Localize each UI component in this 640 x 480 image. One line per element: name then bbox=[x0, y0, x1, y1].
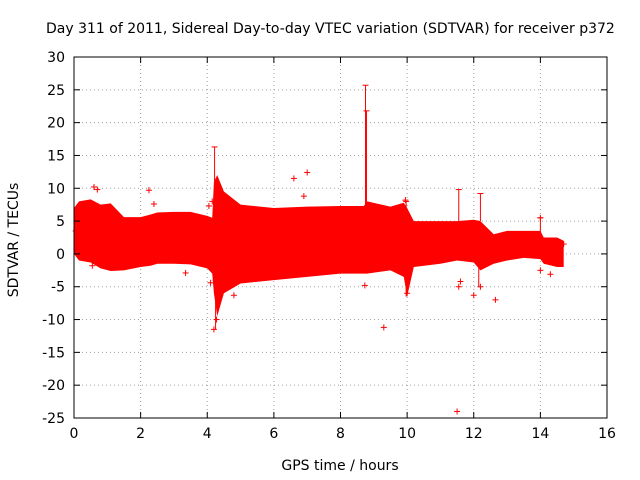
data-point bbox=[75, 224, 82, 231]
data-point bbox=[477, 283, 484, 290]
data-point bbox=[145, 187, 152, 194]
data-point bbox=[547, 271, 554, 278]
data-point bbox=[402, 197, 409, 204]
data-point bbox=[454, 408, 461, 415]
data-point bbox=[361, 282, 368, 289]
x-tick-label: 10 bbox=[398, 426, 416, 442]
y-tick-label: 5 bbox=[56, 214, 65, 230]
data-point bbox=[207, 279, 214, 286]
y-tick-label: 20 bbox=[47, 116, 65, 132]
data-point bbox=[90, 183, 97, 190]
y-tick-label: -15 bbox=[42, 345, 65, 361]
data-point bbox=[492, 296, 499, 303]
x-tick-label: 8 bbox=[336, 426, 345, 442]
x-tick-label: 2 bbox=[136, 426, 145, 442]
data-point bbox=[94, 186, 101, 193]
data-point bbox=[182, 269, 189, 276]
y-tick-label: -20 bbox=[42, 378, 65, 394]
y-tick-label: -25 bbox=[42, 411, 65, 427]
y-tick-label: 30 bbox=[47, 50, 65, 66]
x-axis-label: GPS time / hours bbox=[281, 458, 398, 474]
axes: 0 2 4 6 8 10 12 14 16 -25 -20 -15 -10 -5 0 5 10 15 20 25 30 bbox=[42, 50, 616, 442]
x-tick-label: 4 bbox=[203, 426, 212, 442]
data-point bbox=[210, 326, 217, 333]
y-tick-label: 10 bbox=[47, 181, 65, 197]
data-point bbox=[74, 237, 81, 244]
chart-title: Day 311 of 2011, Sidereal Day-to-day VTE… bbox=[46, 21, 615, 37]
data-point bbox=[230, 292, 237, 299]
y-tick-label: -10 bbox=[42, 313, 65, 329]
data-point bbox=[455, 283, 462, 290]
data-point bbox=[470, 292, 477, 299]
data-point bbox=[560, 241, 567, 248]
data-point bbox=[475, 257, 482, 264]
data-point bbox=[150, 201, 157, 208]
y-tick-label: 15 bbox=[47, 148, 65, 164]
data-point bbox=[205, 202, 212, 209]
y-axis-label: SDTVAR / TECUs bbox=[6, 183, 22, 298]
data-point bbox=[365, 201, 372, 208]
data-point bbox=[290, 175, 297, 182]
data-point bbox=[300, 193, 307, 200]
y-tick-label: 0 bbox=[56, 247, 65, 263]
x-tick-label: 16 bbox=[598, 426, 616, 442]
data-point bbox=[537, 214, 544, 221]
data-band bbox=[74, 175, 564, 317]
data-point bbox=[89, 262, 96, 269]
y-tick-label: -5 bbox=[51, 280, 65, 296]
data-point bbox=[404, 290, 411, 297]
data-point bbox=[457, 278, 464, 285]
data-point bbox=[304, 169, 311, 176]
data-layer bbox=[72, 84, 567, 415]
x-tick-label: 14 bbox=[531, 426, 549, 442]
data-point bbox=[380, 324, 387, 331]
y-tick-label: 25 bbox=[47, 83, 65, 99]
data-point bbox=[213, 316, 220, 323]
x-tick-label: 12 bbox=[465, 426, 483, 442]
x-tick-label: 6 bbox=[269, 426, 278, 442]
data-point bbox=[209, 198, 216, 205]
x-tick-label: 0 bbox=[70, 426, 79, 442]
data-point bbox=[537, 267, 544, 274]
